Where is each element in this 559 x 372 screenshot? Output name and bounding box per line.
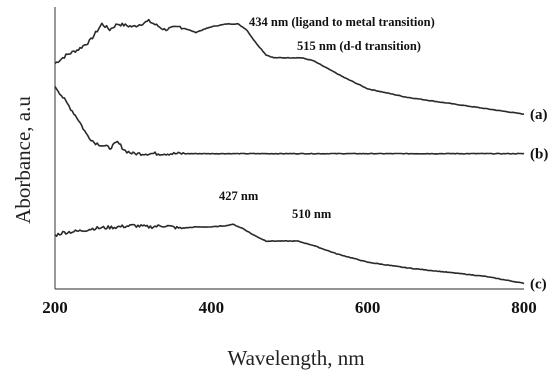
x-tick-label: 400 <box>199 298 225 317</box>
series-label-a: (a) <box>530 107 548 123</box>
x-tick-labels: 200 400 600 800 <box>42 298 537 317</box>
peak-annotation: 510 nm <box>292 207 332 221</box>
peak-annotations: 434 nm (ligand to metal transition) 515 n… <box>219 15 435 221</box>
x-tick-label: 800 <box>511 298 537 317</box>
series-label-b: (b) <box>530 147 548 163</box>
spectrum-line-b <box>54 86 525 157</box>
y-axis-title: Aborbance, a.u <box>11 96 35 224</box>
series-labels: (a) (b) (c) <box>530 107 548 292</box>
x-tick-label: 200 <box>42 298 68 317</box>
series-label-c: (c) <box>530 276 547 292</box>
spectra-curves <box>54 18 525 285</box>
spectrum-line-a <box>54 18 525 115</box>
peak-annotation: 427 nm <box>219 189 259 203</box>
peak-annotation: 434 nm (ligand to metal transition) <box>249 15 435 29</box>
x-tick-label: 600 <box>355 298 381 317</box>
spectrum-line-c <box>54 223 525 285</box>
peak-annotation: 515 nm (d-d transition) <box>297 39 421 53</box>
x-axis-title: Wavelength, nm <box>227 346 364 370</box>
